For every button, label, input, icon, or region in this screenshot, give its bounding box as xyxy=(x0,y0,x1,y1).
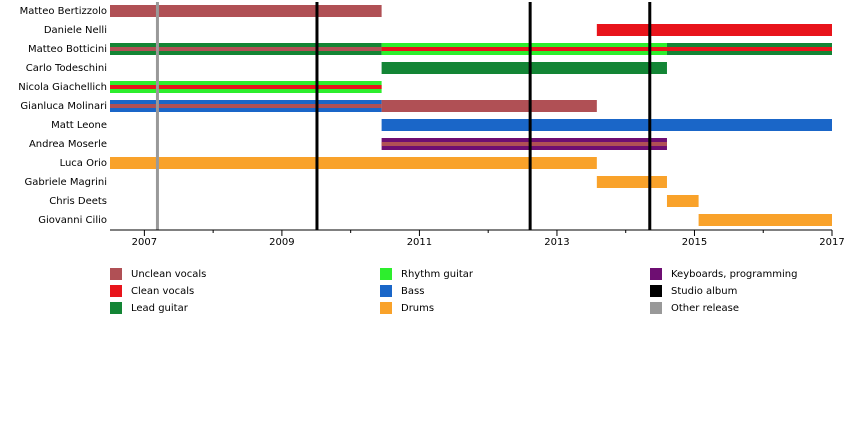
legend-label: Drums xyxy=(401,303,434,314)
legend-swatch xyxy=(380,285,392,297)
member-label: Giovanni Cilio xyxy=(38,215,107,226)
legend-swatch xyxy=(110,302,122,314)
bar-stripe xyxy=(110,47,382,51)
legend-swatch xyxy=(110,268,122,280)
member-label: Matt Leone xyxy=(51,120,107,131)
member-label: Gabriele Magrini xyxy=(25,177,108,188)
bar xyxy=(381,62,667,74)
legend-swatch xyxy=(110,285,122,297)
member-label: Luca Orio xyxy=(60,158,107,169)
bar-stripe xyxy=(110,104,382,108)
bar xyxy=(381,100,597,112)
bar-stripe xyxy=(666,47,832,51)
x-tick-label: 2015 xyxy=(682,237,707,248)
bar xyxy=(698,214,832,226)
legend-swatch xyxy=(650,302,662,314)
legend-label: Lead guitar xyxy=(131,303,189,314)
x-tick-label: 2011 xyxy=(407,237,432,248)
member-label: Matteo Bertizzolo xyxy=(20,6,107,17)
bar xyxy=(110,5,382,17)
bar-stripe xyxy=(381,142,667,146)
member-label: Matteo Botticini xyxy=(28,44,107,55)
bar-stripe xyxy=(110,85,382,89)
legend-label: Clean vocals xyxy=(131,286,194,297)
member-label: Andrea Moserle xyxy=(29,139,107,150)
legend-label: Rhythm guitar xyxy=(401,269,474,280)
legend-swatch xyxy=(650,268,662,280)
x-tick-label: 2007 xyxy=(132,237,157,248)
bar xyxy=(666,195,699,207)
member-label: Nicola Giachellich xyxy=(18,82,107,93)
legend-swatch xyxy=(380,302,392,314)
bar xyxy=(596,24,832,36)
legend-label: Keyboards, programming xyxy=(671,269,797,280)
x-tick-label: 2009 xyxy=(269,237,294,248)
legend-label: Other release xyxy=(671,303,739,314)
legend-swatch xyxy=(650,285,662,297)
legend-label: Unclean vocals xyxy=(131,269,206,280)
bar xyxy=(596,176,667,188)
bar-stripe xyxy=(381,47,667,51)
bar xyxy=(381,119,832,131)
member-label: Daniele Nelli xyxy=(44,25,107,36)
member-label: Carlo Todeschini xyxy=(26,63,107,74)
x-tick-label: 2013 xyxy=(544,237,569,248)
bar xyxy=(110,157,597,169)
legend-label: Studio album xyxy=(671,286,737,297)
member-label: Chris Deets xyxy=(49,196,107,207)
member-label: Gianluca Molinari xyxy=(20,101,107,112)
legend-swatch xyxy=(380,268,392,280)
x-tick-label: 2017 xyxy=(819,237,844,248)
legend-label: Bass xyxy=(401,286,424,297)
